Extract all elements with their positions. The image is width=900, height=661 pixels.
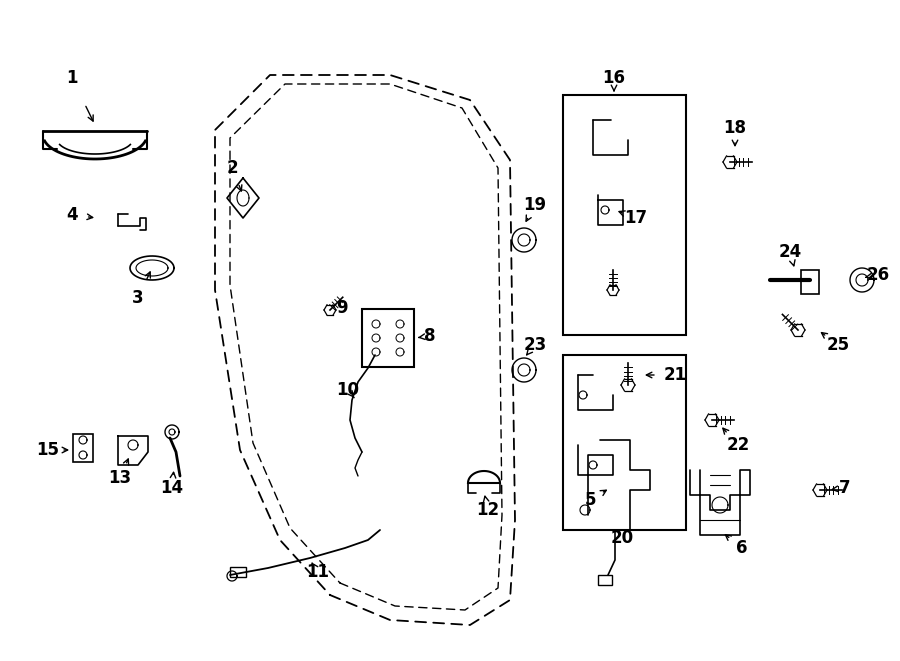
Text: 18: 18 <box>724 119 746 137</box>
Text: 26: 26 <box>867 266 889 284</box>
Text: 20: 20 <box>610 529 634 547</box>
Polygon shape <box>169 429 175 435</box>
Text: 24: 24 <box>778 243 802 261</box>
Bar <box>230 567 246 577</box>
Text: 7: 7 <box>839 479 850 497</box>
Bar <box>563 355 686 530</box>
Bar <box>563 95 686 335</box>
Bar <box>801 270 819 294</box>
Text: 6: 6 <box>736 539 748 557</box>
Text: 14: 14 <box>160 479 184 497</box>
Text: 19: 19 <box>524 196 546 214</box>
Text: 3: 3 <box>132 289 144 307</box>
Text: 11: 11 <box>307 563 329 581</box>
Text: 2: 2 <box>226 159 238 177</box>
Text: 1: 1 <box>67 69 77 87</box>
Text: 16: 16 <box>602 69 626 87</box>
Text: 23: 23 <box>524 336 546 354</box>
Text: 21: 21 <box>663 366 687 384</box>
Text: 8: 8 <box>424 327 436 345</box>
Text: 12: 12 <box>476 501 500 519</box>
Text: 5: 5 <box>584 491 596 509</box>
Text: 13: 13 <box>108 469 131 487</box>
Text: 15: 15 <box>37 441 59 459</box>
Text: 9: 9 <box>337 299 347 317</box>
Text: 4: 4 <box>67 206 77 224</box>
Bar <box>598 575 612 585</box>
Text: 17: 17 <box>625 209 648 227</box>
Text: 10: 10 <box>337 381 359 399</box>
Bar <box>73 434 93 462</box>
Text: 22: 22 <box>726 436 750 454</box>
Bar <box>362 309 414 367</box>
Text: 25: 25 <box>826 336 850 354</box>
